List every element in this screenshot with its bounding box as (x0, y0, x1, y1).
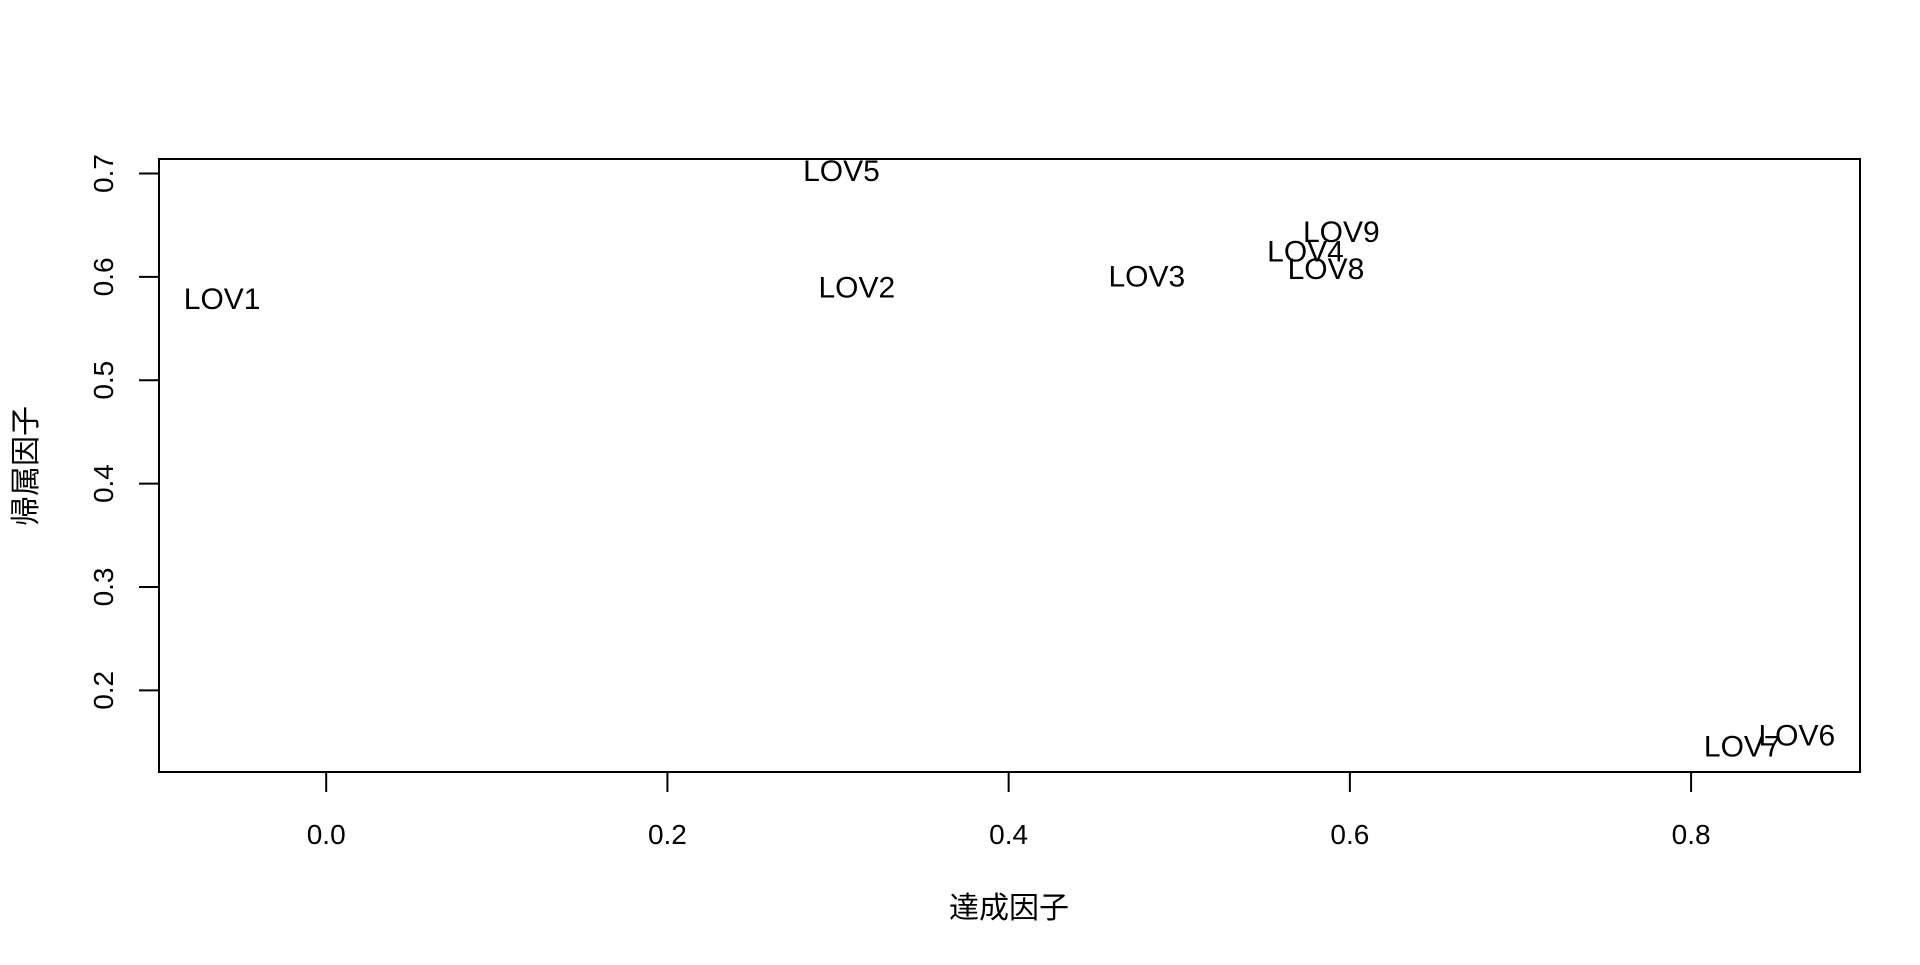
point-label-lov9: LOV9 (1303, 216, 1380, 249)
point-label-lov3: LOV3 (1108, 260, 1185, 293)
point-label-lov6: LOV6 (1759, 719, 1836, 752)
y-axis-title: 帰属因子 (10, 406, 43, 526)
point-label-lov1: LOV1 (184, 283, 261, 316)
x-axis: 0.0 0.2 0.4 0.6 0.8 (307, 771, 1711, 850)
x-tick-label: 0.4 (989, 819, 1028, 850)
point-label-lov8: LOV8 (1288, 253, 1365, 286)
point-label-lov7: LOV7 (1704, 731, 1781, 764)
x-tick-label: 0.0 (307, 819, 346, 850)
point-label-lov4: LOV4 (1267, 236, 1344, 269)
y-tick-label: 0.5 (88, 361, 119, 400)
x-tick-label: 0.8 (1672, 819, 1711, 850)
x-tick-label: 0.2 (648, 819, 687, 850)
y-tick-label: 0.4 (88, 464, 119, 503)
plot-frame (158, 158, 1861, 773)
x-tick-label: 0.6 (1330, 819, 1369, 850)
y-tick-label: 0.3 (88, 567, 119, 606)
y-tick-label: 0.6 (88, 257, 119, 296)
y-axis: 0.2 0.3 0.4 0.5 0.6 0.7 (88, 154, 160, 710)
point-label-lov2: LOV2 (818, 272, 895, 305)
point-label-lov5: LOV5 (803, 155, 880, 188)
x-axis-title: 達成因子 (949, 892, 1069, 925)
y-tick-label: 0.2 (88, 671, 119, 710)
y-tick-label: 0.7 (88, 154, 119, 193)
